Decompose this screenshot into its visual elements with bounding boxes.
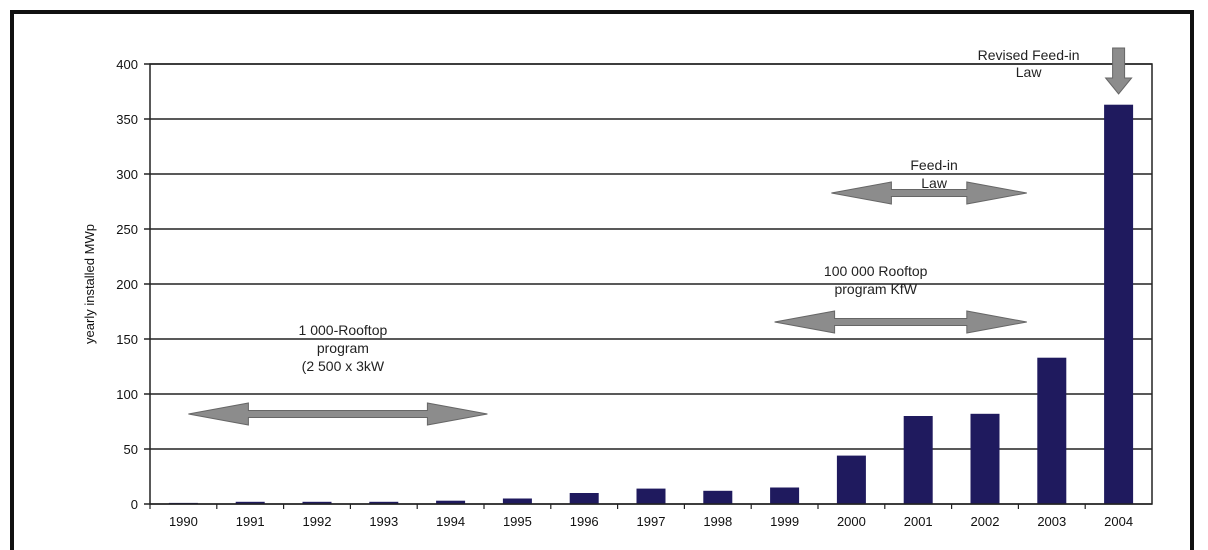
rooftop1000-label-line: 1 000-Rooftop [299,322,388,338]
bar-2001 [903,416,933,504]
rooftop1000-label-line: (2 500 x 3kW [302,358,385,374]
bar-1994 [436,500,466,504]
bars [168,104,1134,504]
x-tick-label: 1993 [369,514,398,529]
bar-1995 [502,498,532,504]
x-tick-label: 2004 [1104,514,1133,529]
rooftop100000-double-arrow [774,310,1027,334]
bar-2002 [970,413,1000,504]
revised-label-line: Law [1016,64,1043,80]
x-tick-label: 1995 [503,514,532,529]
x-tick-label: 1998 [703,514,732,529]
bar-1999 [770,487,800,504]
bar-2003 [1037,357,1067,504]
x-tick-label: 1990 [169,514,198,529]
x-tick-label: 2002 [971,514,1000,529]
x-axis-ticks: 1990 1991 1992 1993 1994 1995 1996 1997 1998 1999… [149,504,1133,529]
x-tick-label: 2001 [904,514,933,529]
y-tick-label: 150 [116,332,138,347]
annotations: 1 000-Rooftop program (2 500 x 3kW 100 000 … [188,47,1133,426]
revised-label-line: Revised Feed-in [978,47,1080,63]
feedin-double-arrow [831,181,1027,205]
x-tick-label: 1991 [236,514,265,529]
bar-1992 [302,501,332,504]
bar-1997 [636,488,666,504]
bar-1996 [569,493,599,504]
rooftop100000-label-line: 100 000 Rooftop [824,263,928,279]
revised-down-arrow [1104,47,1133,95]
x-tick-label: 2000 [837,514,866,529]
rooftop1000-label-line: program [317,340,369,356]
x-tick-label: 1996 [570,514,599,529]
y-tick-label: 0 [131,497,138,512]
bar-2000 [836,455,866,504]
bar-1993 [369,501,399,504]
y-tick-label: 250 [116,222,138,237]
y-axis-label: yearly installed MWp [82,224,97,344]
plot-area-border [149,63,1153,505]
image-frame [10,10,1194,550]
y-tick-label: 400 [116,57,138,72]
rooftop1000-double-arrow [188,402,488,426]
y-tick-label: 100 [116,387,138,402]
feedin-label-line: Feed-in [910,157,957,173]
feedin-label-line: Law [921,175,948,191]
rooftop100000-label-line: program KfW [834,281,917,297]
bar-2004 [1104,104,1134,504]
y-tick-label: 350 [116,112,138,127]
y-tick-label: 300 [116,167,138,182]
y-tick-label: 50 [124,442,138,457]
x-tick-label: 2003 [1037,514,1066,529]
x-tick-label: 1997 [637,514,666,529]
y-tick-label: 200 [116,277,138,292]
x-tick-label: 1999 [770,514,799,529]
bar-1991 [235,501,265,504]
x-tick-label: 1994 [436,514,465,529]
bar-1998 [703,490,733,504]
gridlines [150,63,1152,505]
y-axis-ticks: 0 50 100 150 200 250 300 350 400 [116,57,150,512]
x-tick-label: 1992 [303,514,332,529]
